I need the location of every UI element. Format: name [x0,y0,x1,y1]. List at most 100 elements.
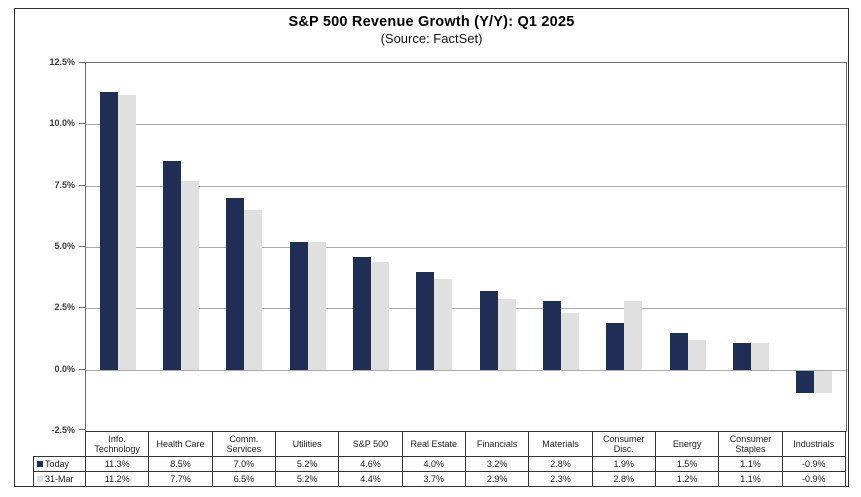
value-cell: 3.2% [464,456,530,472]
bar-group [276,63,339,431]
y-axis-label: 7.5% [54,179,75,190]
category-header: Utilities [274,431,340,457]
bar-31-mar-9 [687,340,706,370]
value-cell: 4.0% [401,456,466,472]
gridline [86,124,846,125]
value-cell: 4.6% [338,456,403,472]
value-cell: -0.9% [781,456,847,472]
y-axis-label: 0.0% [54,363,75,374]
table-header-row: Info. Technology Health Care Comm. Service… [34,431,847,457]
bar-today-7 [542,300,561,370]
bar-today-11 [796,370,815,393]
value-cell: 1.1% [718,471,783,487]
value-cell: 5.2% [274,471,340,487]
y-axis-tick [79,184,85,186]
table-corner-blank [34,432,86,457]
category-header: Info. Technology [84,431,150,457]
bar-31-mar-3 [307,242,326,370]
value-cell: 6.5% [211,471,276,487]
y-axis: 12.5% 10.0% 7.5% 5.0% 2.5% 0.0% -2.5% [15,57,85,435]
chart-subtitle: (Source: FactSet) [380,31,483,46]
value-cell: 2.9% [464,471,530,487]
table-row: 31-Mar 11.2% 7.7% 6.5% 5.2% 4.4% 3.7% 2.9% 2.3% 2… [33,471,847,487]
legend-swatch-icon [37,476,43,483]
bar-today-5 [416,271,435,370]
bar-today-10 [732,342,751,370]
bar-group [339,63,402,431]
bar-today-0 [99,92,118,370]
gridline [86,186,846,187]
bar-31-mar-10 [750,342,769,370]
y-axis-tick [79,368,85,370]
category-header: S&P 500 [338,431,403,457]
value-cell: 2.8% [528,456,593,472]
bar-31-mar-0 [117,94,136,370]
value-cell: 2.8% [591,471,656,487]
bar-today-4 [352,256,371,370]
series-name: Today [45,458,70,469]
bar-group [213,63,276,431]
bar-today-8 [606,323,625,370]
category-header: Financials [464,431,530,457]
bar-group [529,63,592,431]
bar-group [593,63,656,431]
bar-31-mar-6 [497,298,516,370]
y-axis-tick [79,307,85,309]
series-name: 31-Mar [45,473,74,484]
bar-group [656,63,719,431]
y-axis-label: 12.5% [49,57,75,67]
chart-title: S&P 500 Revenue Growth (Y/Y): Q1 2025 [288,14,575,30]
y-axis-label: 5.0% [54,241,75,251]
bar-31-mar-1 [180,180,199,370]
table-row: Today 11.3% 8.5% 7.0% 5.2% 4.6% 4.0% 3.2% 2.8% 1.… [33,456,847,472]
bar-31-mar-11 [814,370,833,393]
value-cell: 1.2% [654,471,720,487]
bar-today-2 [226,197,245,370]
value-cell: 1.9% [591,456,656,472]
value-cell: 7.7% [148,471,213,487]
category-header: Consumer Disc. [591,431,656,457]
category-header: Health Care [148,431,213,457]
gridline [86,247,846,248]
legend-cell: Today [33,456,86,472]
bar-31-mar-8 [624,300,643,370]
value-cell: 1.1% [718,456,783,472]
value-cell: 2.3% [528,471,593,487]
bar-group [403,63,466,431]
bar-today-9 [669,332,688,370]
value-cell: -0.9% [781,471,847,487]
y-axis-label: -2.5% [51,425,75,435]
value-cell: 7.0% [211,456,276,472]
bar-group [466,63,529,431]
value-cell: 11.3% [84,456,150,472]
value-cell: 3.7% [401,471,466,487]
plot-area [85,62,847,432]
y-axis-tick [79,123,85,125]
y-axis-tick [79,429,85,430]
y-axis-label: 10.0% [49,118,75,129]
category-header: Comm. Services [211,431,276,457]
bar-31-mar-7 [560,313,579,370]
y-axis-label: 2.5% [54,302,75,313]
bar-group [719,63,782,431]
category-header: Energy [654,431,720,457]
category-header: Consumer Staples [718,431,783,457]
value-cell: 11.2% [84,471,150,487]
chart-frame: S&P 500 Revenue Growth (Y/Y): Q1 2025 (S… [14,8,849,487]
value-cell: 5.2% [274,456,340,472]
legend-cell: 31-Mar [33,471,86,487]
bar-31-mar-2 [244,210,263,370]
bar-today-1 [162,161,181,370]
legend-swatch-icon [37,461,43,468]
y-axis-tick [79,62,85,63]
value-cell: 4.4% [338,471,403,487]
bar-today-6 [479,291,498,370]
bar-group [86,63,149,431]
y-axis-tick [79,246,85,247]
bar-31-mar-5 [434,278,453,370]
gridline [86,370,846,371]
gridline [86,308,846,309]
bar-group [783,63,846,431]
category-header: Real Estate [401,431,466,457]
category-header: Industrials [781,431,847,457]
